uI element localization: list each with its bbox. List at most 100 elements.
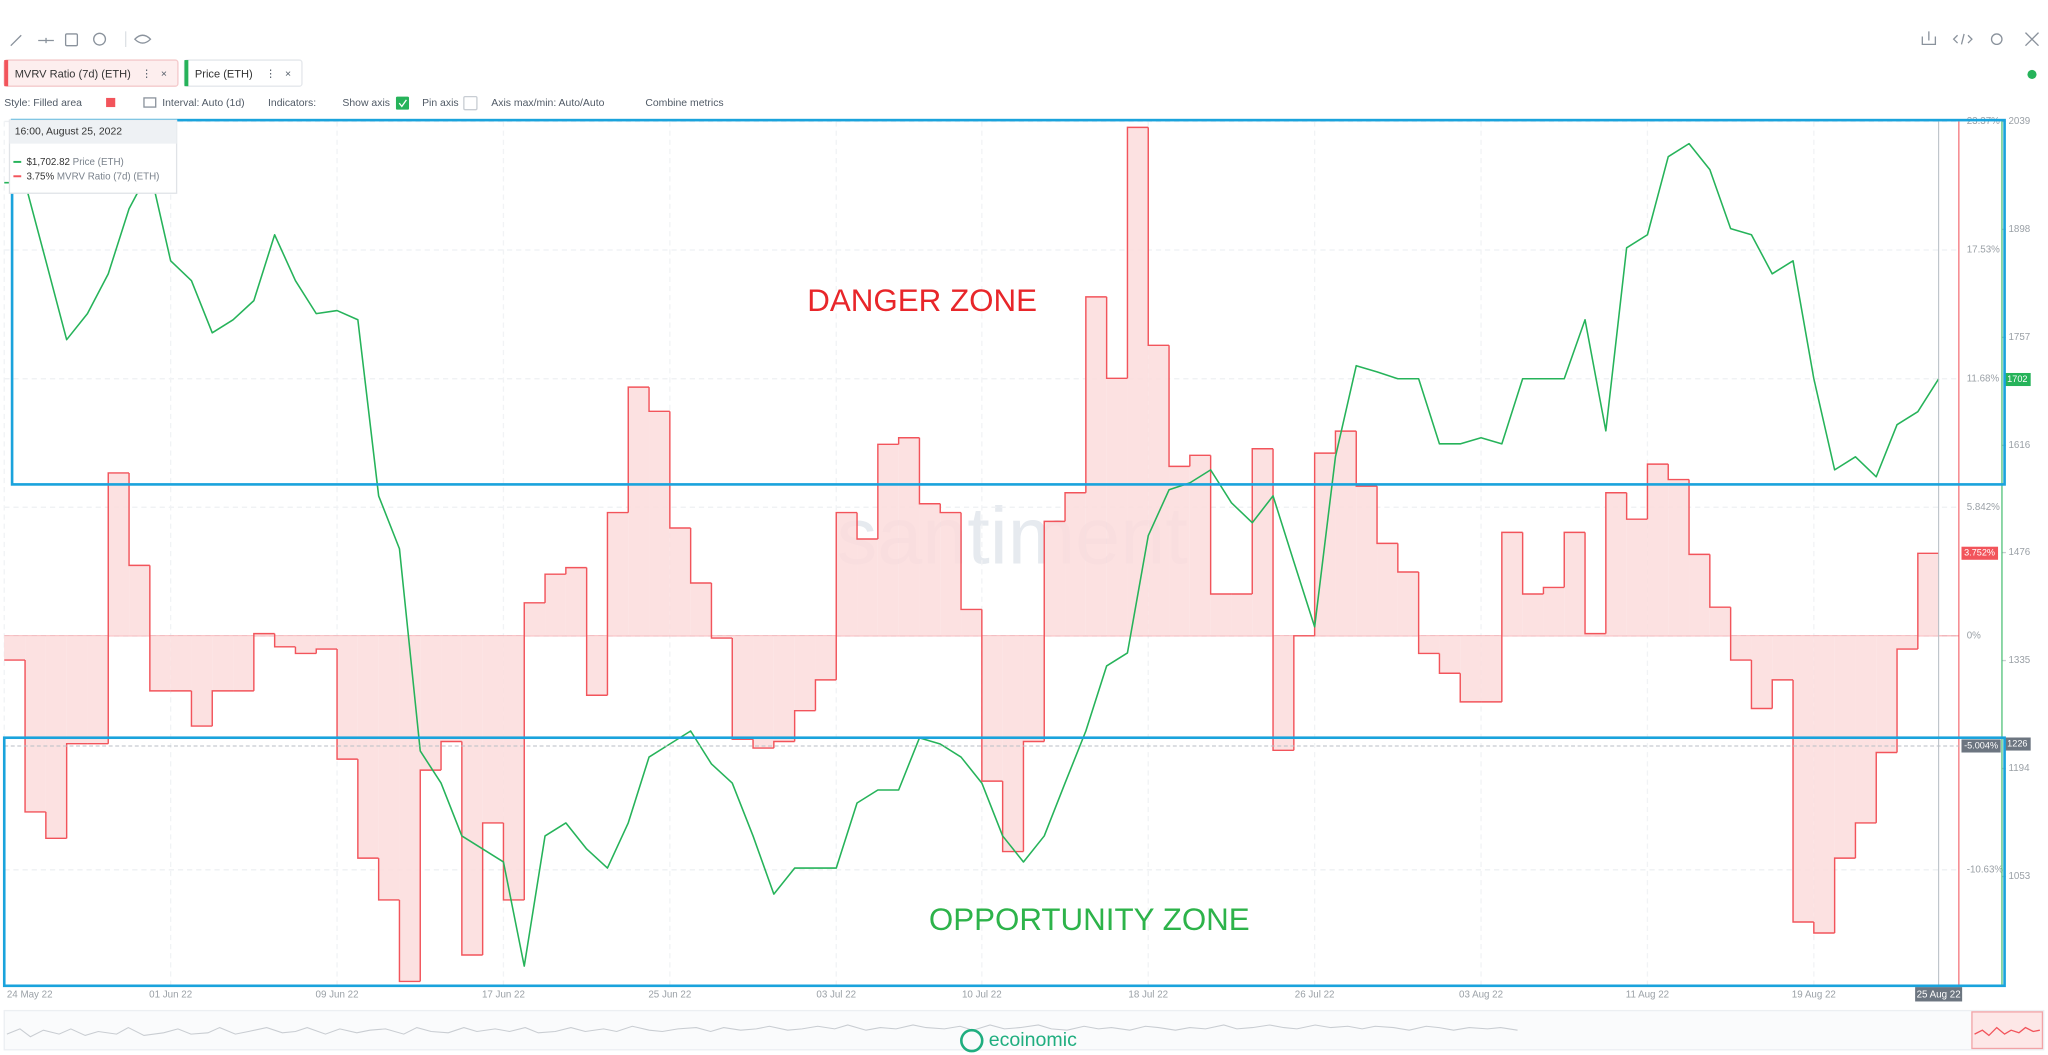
color-setting[interactable] (106, 97, 116, 108)
area-step (961, 609, 982, 636)
x-tick-label: 18 Jul 22 (1128, 990, 1168, 1001)
area-step (4, 635, 26, 661)
navigator-trace (6, 1024, 1518, 1038)
interval-setting[interactable]: Interval: Auto (1d) (162, 98, 244, 109)
tooltip-time: 16:00, August 25, 2022 (15, 127, 123, 138)
tab-menu[interactable]: ⋮ (141, 69, 151, 80)
x-tick-label: 19 Aug 22 (1792, 990, 1836, 1001)
area-step (898, 437, 920, 636)
area-step (420, 635, 442, 771)
tab-close[interactable]: × (161, 69, 167, 80)
area-step (981, 635, 1003, 782)
area-step (1356, 486, 1378, 636)
step-edge (1521, 532, 1544, 595)
area-step (1564, 532, 1586, 636)
step-edge (1085, 296, 1107, 493)
legend-label: Price (ETH) (195, 68, 253, 80)
icon-hline[interactable] (38, 37, 54, 44)
step-edge (149, 565, 171, 692)
danger-zone-box (10, 118, 2006, 486)
area-step (1377, 543, 1398, 636)
step-edge (1729, 607, 1752, 661)
tab-close[interactable]: × (285, 69, 291, 80)
area-step (669, 527, 691, 636)
step-edge (1688, 479, 1710, 556)
y-tick-label: -10.63% (1967, 864, 2004, 875)
step-edge (253, 632, 275, 691)
icon-download[interactable] (1921, 31, 1937, 46)
area-step (503, 635, 525, 900)
area-step (1044, 521, 1066, 636)
step-edge (669, 411, 691, 529)
area-step (357, 635, 379, 859)
value-marker (2004, 372, 2031, 387)
icon-settings[interactable] (1990, 33, 2003, 46)
area-step (690, 583, 712, 636)
show-axis-label: Show axis (342, 98, 390, 109)
pin-axis-checkbox[interactable] (463, 95, 478, 111)
opportunity-zone-box (2, 736, 2006, 988)
area-step (1543, 587, 1565, 636)
step-edge (336, 649, 358, 760)
icon-close[interactable] (2025, 32, 2039, 47)
tab-menu[interactable]: ⋮ (265, 69, 275, 80)
x-tick-label: 03 Jul 22 (816, 990, 856, 1001)
step-edge (377, 858, 400, 901)
area-step (399, 635, 421, 982)
price-line (4, 142, 1940, 967)
step-edge (128, 472, 150, 567)
tooltip-series: MVRV Ratio (7d) (ETH) (57, 171, 160, 182)
area-step (1169, 466, 1190, 636)
indicators-setting[interactable]: Indicators: (268, 98, 316, 109)
icon-emoji[interactable] (93, 32, 107, 46)
area-step (87, 635, 109, 744)
y-tick-label: 11.68% (1967, 373, 2000, 384)
combine-metrics[interactable]: Combine metrics (645, 98, 723, 109)
show-axis-checkbox[interactable] (395, 96, 410, 110)
legend-tab[interactable] (3, 59, 179, 87)
area-step (1106, 378, 1128, 636)
axis-minmax-setting[interactable]: Axis max/min: Auto/Auto (491, 98, 604, 109)
crosshair-y-box (1961, 739, 2001, 753)
step-edge (1917, 552, 1939, 650)
area-step (565, 567, 587, 636)
style-setting[interactable]: Style: Filled area (4, 98, 82, 109)
y-tick-label: 17.53% (1967, 245, 2000, 256)
step-edge (45, 811, 67, 840)
area-step (378, 635, 400, 900)
area-step (649, 411, 670, 636)
navigator: ecoinomic (3, 1009, 2045, 1053)
area-step (1273, 635, 1294, 751)
step-edge (731, 638, 754, 741)
icon-note[interactable] (64, 33, 79, 47)
step-edge (1126, 126, 1149, 379)
step-edge (481, 822, 504, 955)
area-step (25, 635, 46, 812)
step-edge (1542, 586, 1565, 595)
step-edge (315, 648, 338, 654)
area-step (1917, 553, 1939, 636)
tooltip-value: 3.75% (26, 171, 54, 182)
icon-eye[interactable] (133, 34, 152, 44)
area-step (1522, 594, 1544, 636)
step-edge (398, 899, 421, 983)
step-edge (1813, 921, 1835, 934)
brand-logo (960, 1028, 984, 1053)
step-edge (1376, 486, 1398, 545)
y2-tick-label: 1335 (2008, 655, 2030, 666)
step-edge (585, 567, 608, 696)
area-step (1855, 635, 1877, 823)
step-edge (1833, 857, 1856, 933)
area-step (1127, 127, 1149, 636)
area-step (1834, 635, 1856, 859)
icon-line[interactable] (10, 34, 22, 47)
x-tick-label: 17 Jun 22 (482, 990, 525, 1001)
area-step (1772, 635, 1794, 680)
area-step (1626, 519, 1648, 636)
step-edge (65, 742, 88, 839)
icon-embed[interactable] (1952, 33, 1973, 45)
area-step (170, 635, 192, 691)
area-step (1439, 635, 1461, 674)
step-edge (648, 387, 670, 413)
step-edge (773, 740, 795, 749)
